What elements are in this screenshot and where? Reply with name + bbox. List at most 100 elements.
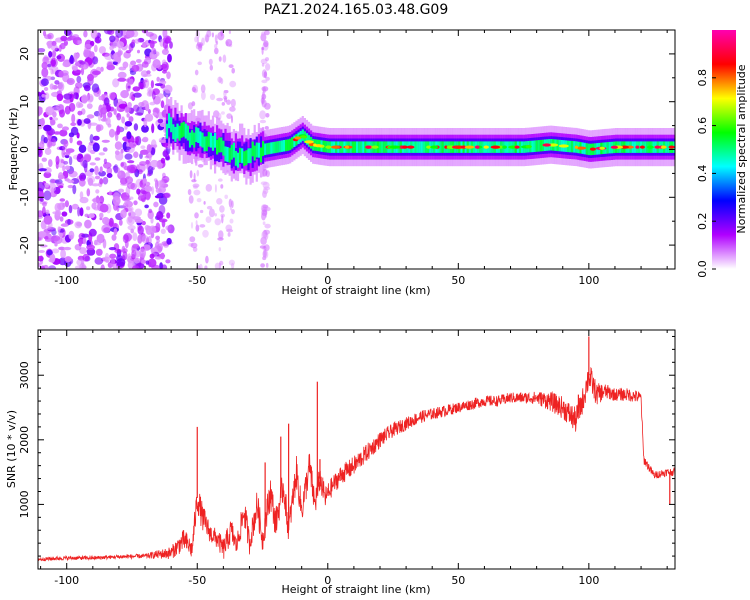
spectrogram-noise-cell	[132, 86, 141, 92]
spectrogram-noise-cell	[142, 41, 147, 48]
spectrogram-noise-cell	[262, 188, 269, 195]
spectrogram-y-tick-label: 20	[18, 47, 31, 61]
spectrogram-noise-cell	[152, 112, 158, 116]
spectrogram-noise-cell	[82, 159, 88, 169]
spectrogram-noise-cell	[134, 208, 143, 217]
spectrogram-noise-cell	[141, 220, 146, 226]
spectrogram-noise-cell	[231, 209, 235, 215]
spectrogram-noise-cell	[138, 80, 146, 90]
spectrogram-noise-cell	[132, 243, 140, 249]
spectrogram-noise-cell	[223, 90, 227, 97]
spectrogram-noise-cell	[81, 233, 90, 238]
spectrogram-noise-cell	[218, 230, 224, 240]
spectrogram-ridge-cell	[441, 141, 444, 153]
spectrogram-ridge-cell	[481, 141, 484, 153]
spectrogram-noise-cell	[63, 93, 73, 100]
spectrogram-noise-cell	[127, 253, 131, 261]
spectrogram-noise-cell	[91, 202, 97, 210]
spectrogram-noise-cell	[190, 242, 198, 249]
spectrogram-noise-cell	[165, 259, 171, 264]
spectrogram-peak-cell	[502, 145, 507, 149]
spectrogram-noise-cell	[261, 46, 265, 51]
spectrogram-noise-cell	[164, 37, 171, 44]
spectrogram-noise-cell	[57, 174, 65, 180]
spectrogram-noise-cell	[103, 30, 113, 35]
spectrogram-noise-cell	[261, 99, 267, 108]
spectrogram-noise-cell	[149, 225, 157, 234]
spectrogram-noise-cell	[40, 78, 49, 86]
spectrogram-noise-cell	[78, 178, 86, 187]
spectrogram-noise-cell	[188, 195, 194, 204]
spectrogram-noise-cell	[38, 48, 46, 53]
spectrogram-peak-cell	[574, 145, 579, 149]
spectrogram-noise-cell	[231, 262, 235, 269]
spectrogram-noise-cell	[104, 53, 113, 61]
spectrogram-noise-cell	[59, 129, 68, 137]
spectrogram-noise-cell	[106, 167, 113, 175]
spectrogram-noise-cell	[159, 179, 165, 188]
spectrogram-ridge-cell	[257, 142, 260, 158]
spectrogram-ridge-cell	[356, 141, 359, 153]
spectrogram-noise-cell	[228, 30, 231, 34]
spectrogram-noise-cell	[88, 228, 97, 237]
spectrogram-noise-cell	[217, 178, 223, 182]
spectrogram-noise-cell	[94, 257, 104, 265]
spectrogram-noise-cell	[126, 113, 130, 118]
spectrogram-ridge-cell	[251, 141, 254, 157]
spectrogram-peak-cell	[654, 145, 661, 149]
spectrogram-noise-cell	[149, 159, 159, 168]
spectrogram-noise-cell	[260, 263, 265, 268]
spectrogram-noise-cell	[74, 53, 80, 59]
spectrogram-peak-cell	[464, 145, 475, 149]
spectrogram-noise-cell	[161, 48, 169, 56]
spectrogram-noise-cell	[74, 221, 82, 229]
spectrogram-y-tick-label: 0	[18, 146, 31, 153]
spectrogram-noise-cell	[79, 174, 83, 181]
spectrogram-noise-cell	[194, 36, 198, 43]
spectrogram-noise-cell	[76, 75, 82, 83]
spectrogram-noise-cell	[116, 125, 121, 135]
spectrogram-noise-cell	[139, 153, 143, 159]
spectrogram-x-tick-label: 0	[324, 274, 331, 287]
spectrogram-ridge-cell	[205, 136, 208, 152]
spectrogram-ridge-cell	[236, 152, 240, 168]
spectrogram-noise-cell	[43, 190, 52, 201]
spectrogram-noise-cell	[82, 253, 90, 262]
spectrogram-noise-cell	[52, 111, 57, 118]
spectrogram-noise-cell	[56, 55, 62, 60]
spectrogram-noise-cell	[89, 122, 98, 126]
spectrogram-noise-cell	[135, 59, 142, 63]
spectrogram-noise-cell	[108, 190, 112, 196]
spectrogram-noise-cell	[91, 183, 100, 187]
spectrogram-noise-cell	[87, 144, 92, 153]
spectrogram-noise-cell	[69, 31, 73, 37]
spectrogram-noise-cell	[56, 93, 64, 102]
spectrogram-peak-cell	[426, 145, 432, 149]
spectrogram-noise-cell	[147, 258, 157, 268]
spectrogram-ridge-cell	[506, 141, 509, 153]
spectrogram-noise-cell	[137, 49, 140, 54]
colorbar-tick-label: 0.0	[696, 260, 709, 278]
spectrogram-noise-cell	[114, 141, 123, 150]
spectrogram-noise-cell	[209, 93, 216, 101]
spectrogram-noise-cell	[111, 234, 117, 241]
spectrogram-noise-cell	[205, 255, 209, 264]
spectrogram-noise-cell	[208, 208, 215, 218]
spectrogram-noise-cell	[124, 176, 134, 184]
spectrogram-noise-cell	[103, 227, 110, 233]
spectrogram-noise-cell	[64, 165, 70, 171]
spectrogram-noise-cell	[68, 156, 73, 166]
spectrogram-ridge-cell	[379, 141, 382, 153]
spectrogram-noise-cell	[145, 190, 151, 201]
spectrogram-noise-cell	[214, 34, 218, 44]
spectrogram-noise-cell	[62, 202, 66, 208]
spectrogram-noise-cell	[86, 93, 94, 103]
spectrogram-noise-cell	[117, 77, 127, 82]
spectrogram-ridge-cell	[195, 127, 198, 142]
spectrogram-noise-cell	[117, 171, 122, 176]
spectrogram-noise-cell	[199, 224, 206, 228]
spectrogram-noise-cell	[48, 159, 53, 168]
spectrogram-ridge-cell	[176, 123, 179, 139]
spectrogram-noise-cell	[76, 259, 84, 266]
spectrogram-noise-cell	[117, 50, 122, 58]
